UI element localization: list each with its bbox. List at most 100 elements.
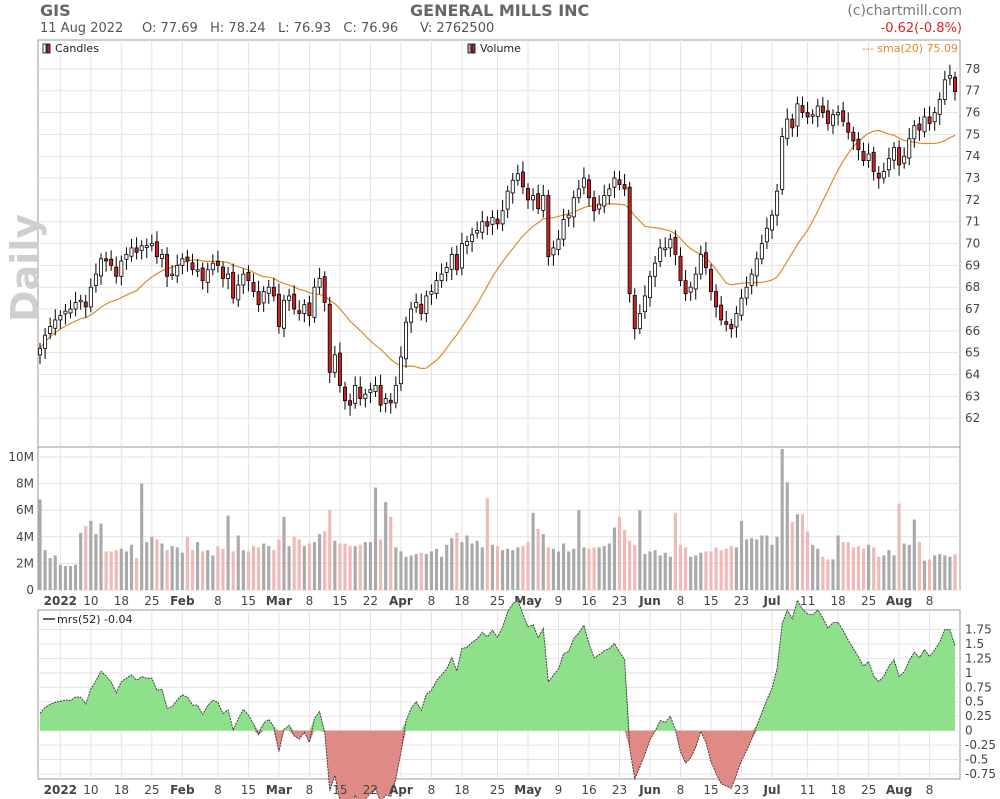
candle-body <box>261 291 266 304</box>
volume-bar <box>297 539 301 590</box>
volume-bar <box>155 539 159 590</box>
candle-body <box>851 131 856 142</box>
time-tick-label: 18 <box>454 783 469 797</box>
time-tick-label: 16 <box>581 594 596 608</box>
mrs-line <box>39 599 956 799</box>
time-tick-label: Jun <box>638 783 661 797</box>
candle-body <box>785 118 790 139</box>
candle-body <box>912 125 917 140</box>
candle-body <box>139 245 144 251</box>
volume-bar <box>404 556 408 590</box>
volume-bar <box>790 522 794 590</box>
volume-bar <box>185 536 189 590</box>
volume-bar <box>704 551 708 590</box>
volume-bar <box>475 540 479 590</box>
copyright: (c)chartmill.com <box>847 3 962 19</box>
price-tick-label: 64 <box>965 368 980 382</box>
mrs-tick-label: 0 <box>965 724 973 738</box>
volume-bar <box>897 503 901 590</box>
candle-body <box>663 247 668 251</box>
time-tick-label: Aug <box>886 594 912 608</box>
candle-body <box>709 268 713 292</box>
volume-bar <box>221 548 225 590</box>
time-tick-label: 15 <box>241 783 256 797</box>
volume-bar <box>795 514 799 590</box>
time-tick-label: 10 <box>83 594 98 608</box>
volume-bar <box>373 487 378 590</box>
candle-body <box>907 138 912 159</box>
price-tick-label: 73 <box>965 171 980 185</box>
volume-bar <box>348 546 352 590</box>
candle-body <box>942 79 947 100</box>
volume-bar <box>933 555 937 590</box>
candle-body <box>897 147 902 166</box>
volume-bar <box>384 502 388 590</box>
price-tick-label: 76 <box>965 106 980 120</box>
time-tick-label: 25 <box>144 594 159 608</box>
volume-bar <box>678 544 683 590</box>
candle-body <box>378 385 383 406</box>
volume-bar <box>201 551 205 590</box>
volume-bar <box>490 544 494 590</box>
candle-body <box>581 177 586 188</box>
time-tick-label: 8 <box>677 783 685 797</box>
candle-body <box>749 273 754 286</box>
volume-bar <box>673 512 677 590</box>
volume-bar <box>541 534 545 590</box>
candle-body <box>459 243 464 269</box>
volume-bar <box>470 543 474 590</box>
volume-bar <box>821 556 825 590</box>
candle-body <box>566 214 571 219</box>
time-tick-label: 11 <box>800 594 815 608</box>
volume-bar <box>714 547 718 590</box>
candle-body <box>871 151 876 172</box>
candle-body <box>724 321 729 325</box>
volume-tick-label: 2M <box>16 556 34 570</box>
candle-body <box>800 105 805 113</box>
volume-bar <box>521 546 525 590</box>
candle-body <box>68 308 73 314</box>
candle-body <box>221 266 225 279</box>
volume-bar <box>150 536 154 590</box>
volume-bar <box>684 547 688 590</box>
volume-bar <box>907 544 911 590</box>
mrs-tick-label: 0.75 <box>965 680 992 694</box>
volume-tick-label: 0 <box>26 583 34 597</box>
time-tick-label: 8 <box>677 594 685 608</box>
candle-body <box>922 116 927 133</box>
volume-bar <box>246 551 250 590</box>
price-tick-label: 66 <box>965 324 980 338</box>
volume-bar <box>516 547 520 590</box>
volume-bar <box>729 546 733 590</box>
volume-bar <box>272 550 276 590</box>
candle-body <box>205 269 210 283</box>
candle-body <box>556 238 561 251</box>
candle-body <box>200 267 205 282</box>
candle-body <box>393 385 398 404</box>
volume-bar <box>811 544 815 590</box>
volume-bar <box>302 546 306 590</box>
volume-bar <box>861 548 866 590</box>
volume-bar <box>480 547 484 590</box>
volume-tick-label: 6M <box>16 503 34 517</box>
volume-bar <box>109 551 113 590</box>
volume-bar <box>129 544 134 590</box>
candle-body <box>892 147 896 161</box>
legend-sma-label: --- sma(20) 75.09 <box>862 42 958 55</box>
volume-tick-label: 4M <box>16 530 34 544</box>
volume-bar <box>389 516 393 590</box>
candle-body <box>251 281 256 292</box>
volume-bar <box>323 531 327 590</box>
candle-body <box>841 110 846 122</box>
volume-bar <box>765 535 769 590</box>
candle-body <box>78 299 83 303</box>
volume-bar <box>902 543 906 590</box>
volume-bar <box>180 552 184 590</box>
time-tick-label: Feb <box>170 594 195 608</box>
volume-value: V: 2762500 <box>420 21 495 36</box>
volume-bar <box>775 536 779 590</box>
time-axis-mrs: 2022 10 18 25 Feb 8 15 Mar 8 15 22 Apr 8 18 25 May 9 16 23… <box>44 783 934 797</box>
volume-bar <box>236 535 240 590</box>
time-tick-label: Apr <box>389 783 413 797</box>
